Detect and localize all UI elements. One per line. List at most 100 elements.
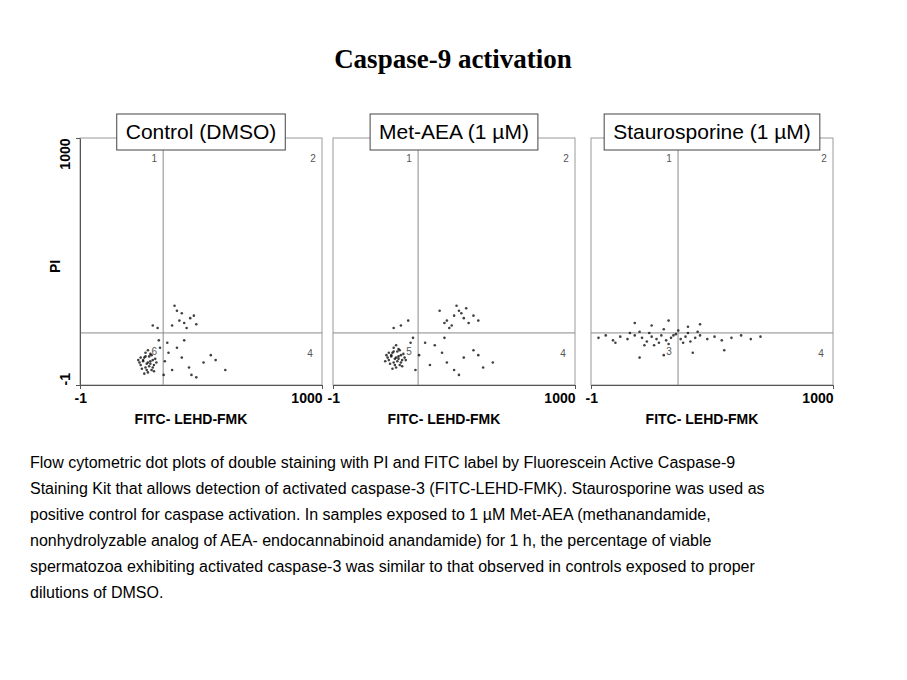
point [394,358,397,361]
x-tick-mark [591,385,592,389]
point [392,346,395,349]
gates [80,138,322,385]
point [395,366,398,369]
point [402,353,405,356]
x-tick-mark [322,385,323,389]
point [173,304,176,307]
point [650,324,653,327]
point [137,359,140,362]
quadrant-label: 1 [151,153,157,164]
point [195,323,198,326]
point [162,374,165,377]
y-tick: -1 [57,373,80,386]
point [713,335,716,338]
panel-title: Staurosporine (1 µM) [613,120,811,143]
y-axis-line [80,139,81,386]
point [151,324,154,327]
point [653,344,656,347]
point [144,351,147,354]
point [138,361,141,364]
point [392,361,395,364]
point [450,324,453,327]
points [137,304,227,378]
point [176,346,179,349]
x-axis-line [81,385,323,386]
point [143,372,146,375]
panel-title-box: Control (DMSO) [117,114,286,150]
point [180,312,183,315]
point [460,312,463,315]
point [142,359,145,362]
y-tick: 1000 [57,138,80,169]
plot-frame [80,138,322,385]
point [412,337,415,340]
x-axis-line [334,385,576,386]
point [424,342,427,345]
point [149,362,152,365]
point [438,309,441,312]
point [650,335,653,338]
point [171,369,174,372]
point [458,374,461,377]
point [385,354,388,357]
point [662,328,665,331]
point [164,360,167,363]
point [689,340,692,343]
point [443,322,446,325]
point [188,366,191,369]
point [404,359,407,362]
point [670,337,673,340]
point [472,349,475,352]
point [723,349,726,352]
point [407,319,410,322]
point [706,338,709,341]
point [455,304,458,307]
point [189,317,192,320]
point [166,342,169,345]
point [658,342,661,345]
point [147,371,150,374]
point [638,356,641,359]
y-tick-label: 1000 [57,138,73,169]
quadrant-label: 5 [406,346,412,357]
point [604,334,607,337]
x-tick-label: -1 [75,390,88,406]
gate-vertical [418,138,419,385]
quadrant-label: 4 [818,348,824,359]
point [400,354,403,357]
plot-frame [591,138,833,385]
point [699,323,702,326]
chart-title: Caspase-9 activation [334,44,572,74]
point [396,350,399,353]
point [209,354,212,357]
panel: 1264-11000FITC- LEHD-FMK-11000PIControl … [47,114,323,427]
point [679,338,682,341]
x-tick: -1 [75,385,88,406]
point [148,355,151,358]
point [389,362,392,365]
x-tick: -1 [328,385,341,406]
point [148,365,151,368]
point [398,364,401,367]
points [384,304,494,376]
point [633,322,636,325]
point [397,358,400,361]
point [687,325,690,328]
point [453,369,456,372]
y-tick-label: -1 [57,373,73,386]
gate-vertical [678,138,679,385]
point [672,334,675,337]
x-tick-mark [333,385,334,389]
point [467,322,470,325]
point [612,339,615,342]
point [176,309,179,312]
point [648,332,651,335]
point [147,349,150,352]
point [477,354,480,357]
point [145,369,148,372]
point [699,334,702,337]
quadrant-label: 3 [666,346,672,357]
point [641,337,644,340]
x-axis-line [592,385,834,386]
point [224,369,227,372]
